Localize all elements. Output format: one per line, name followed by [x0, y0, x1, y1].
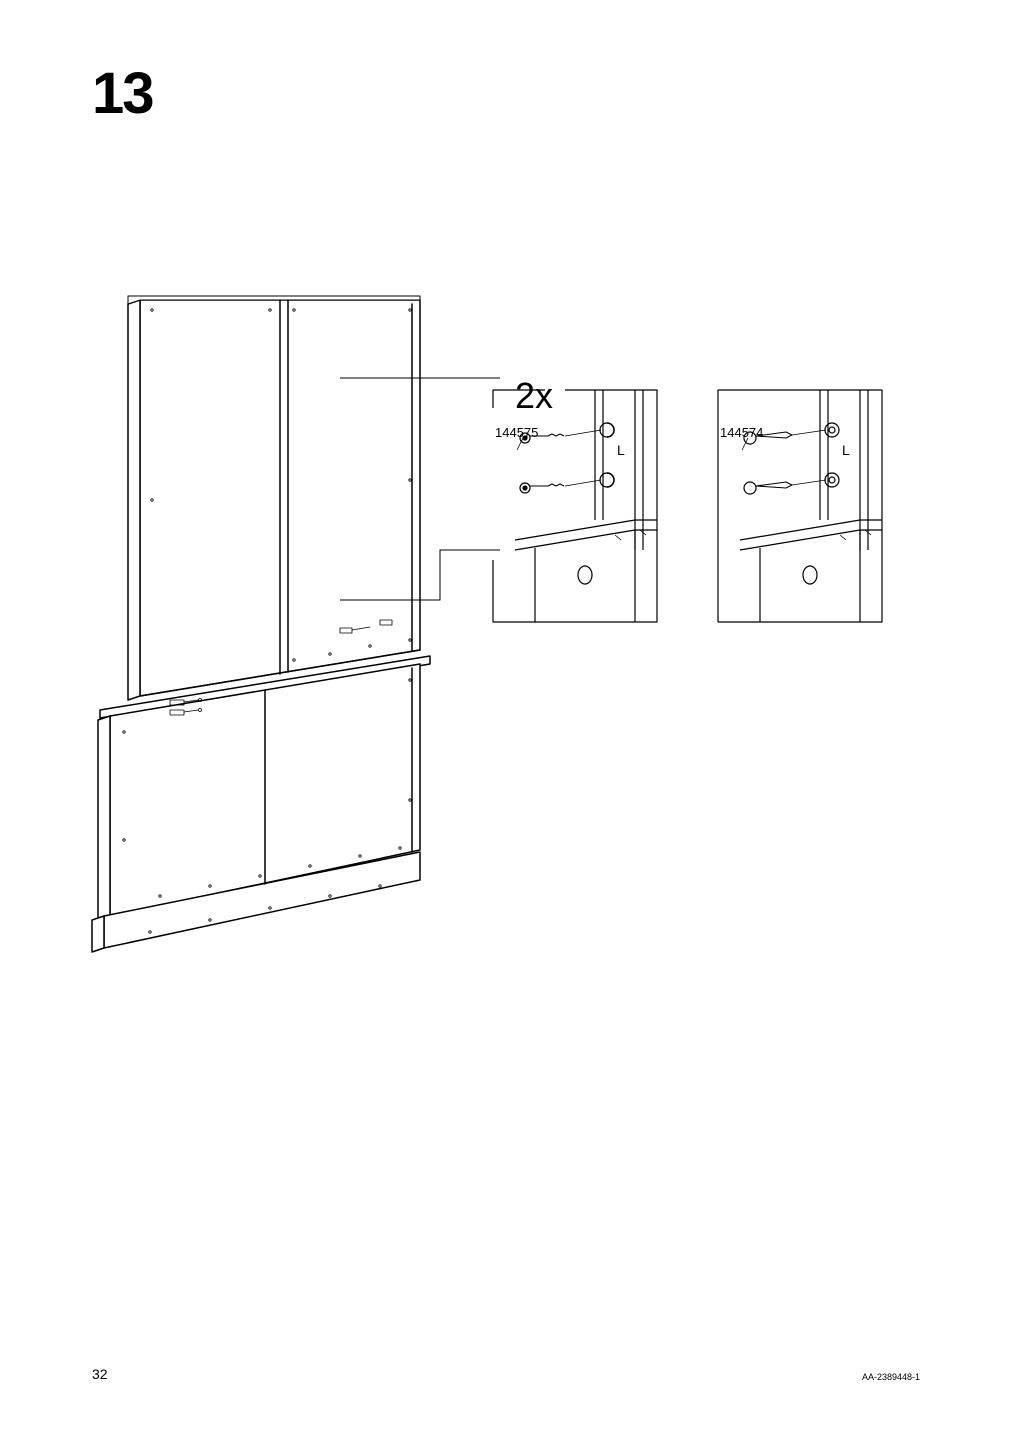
assembly-page: 13 — [0, 0, 1012, 1432]
step-number: 13 — [92, 60, 153, 127]
detail-left-box: L — [485, 380, 665, 630]
svg-text:L: L — [842, 442, 850, 458]
leader-part-right — [720, 436, 750, 456]
document-id: AA-2389448-1 — [862, 1372, 920, 1382]
svg-text:L: L — [617, 442, 625, 458]
leader-part-left — [495, 436, 525, 456]
leader-line — [340, 370, 500, 610]
detail-right-box: L — [710, 380, 890, 630]
page-number: 32 — [92, 1366, 108, 1382]
